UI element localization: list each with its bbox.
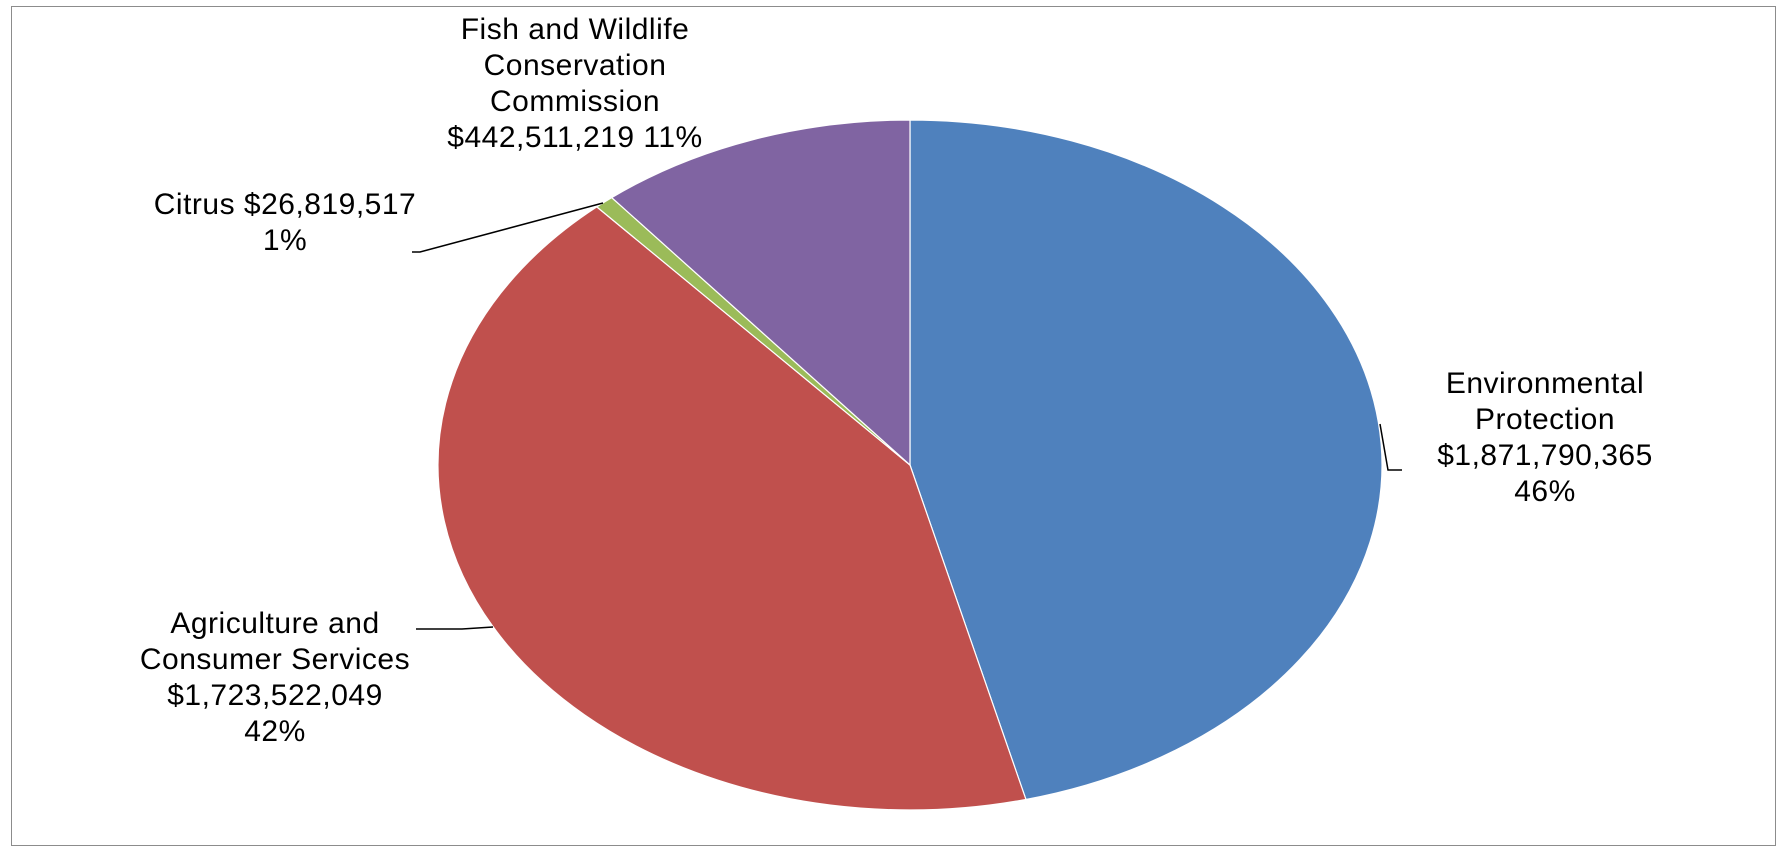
leader-line-environmental-protection	[1379, 423, 1402, 471]
slice-label-environmental-protection: Environmental Protection $1,871,790,365 …	[1437, 367, 1653, 508]
slice-label-agriculture-consumer-services: Agriculture and Consumer Services $1,723…	[139, 607, 411, 748]
leader-lines	[412, 202, 1402, 630]
leader-line-citrus	[412, 202, 604, 253]
pie-slice-fish-wildlife-commission	[610, 119, 911, 467]
pie-slices	[437, 119, 1383, 811]
slice-label-fish-wildlife-commission: Fish and Wildlife Conservation Commissio…	[447, 13, 703, 154]
leader-line-agriculture-consumer-services	[416, 626, 494, 630]
pie-slice-environmental-protection	[909, 119, 1383, 801]
slice-label-citrus: Citrus $26,819,517 1%	[153, 188, 417, 257]
